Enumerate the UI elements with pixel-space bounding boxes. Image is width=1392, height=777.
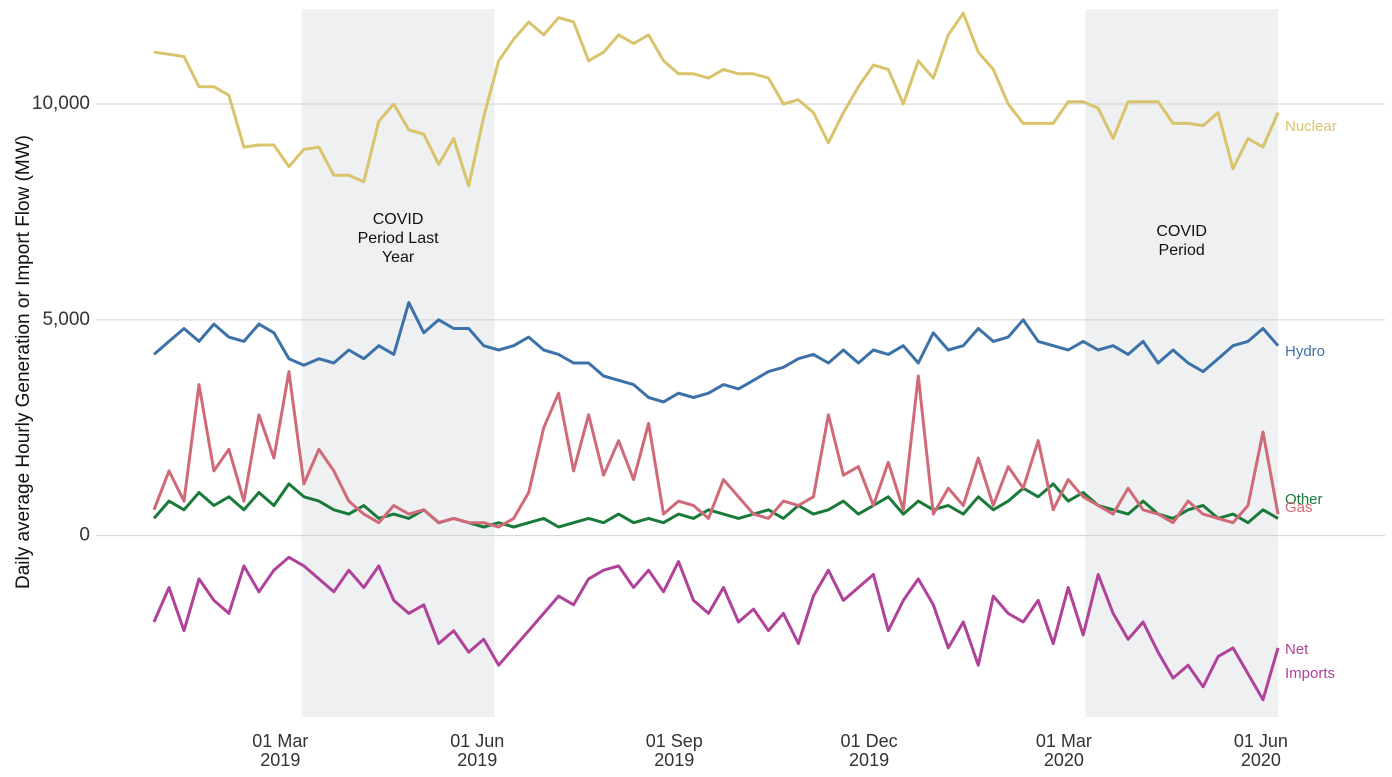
x-tick-label: 01 Sep 2019 (645, 731, 703, 770)
x-tick-label: 01 Jun 2019 (450, 731, 505, 770)
series-label: Hydro (1285, 342, 1326, 360)
y-tick-label: 10,000 (32, 93, 90, 114)
y-axis-label: Daily average Hourly Generation or Impor… (13, 135, 34, 589)
x-tick-label: 01 Mar 2019 (252, 731, 309, 770)
series-line (153, 301, 1280, 404)
period-label: COVID Period Last Year (357, 211, 439, 267)
series-line (153, 11, 1280, 188)
series-label: Nuclear (1285, 117, 1337, 135)
series-line (152, 555, 1280, 702)
x-tick-label: 01 Dec 2019 (840, 731, 898, 770)
y-tick-label: 5,000 (42, 309, 90, 330)
x-tick-label: 01 Jun 2020 (1233, 731, 1288, 770)
period-label: COVID Period (1156, 223, 1207, 260)
series-label: Other (1285, 491, 1323, 509)
x-tick-label: 01 Mar 2020 (1035, 731, 1092, 770)
series-line (152, 482, 1279, 529)
series-label: Gas (1285, 499, 1313, 517)
series-line (152, 370, 1280, 529)
y-tick-label: 0 (79, 525, 90, 546)
series-label: Net Imports (1285, 640, 1336, 682)
covid-period (1085, 9, 1278, 717)
